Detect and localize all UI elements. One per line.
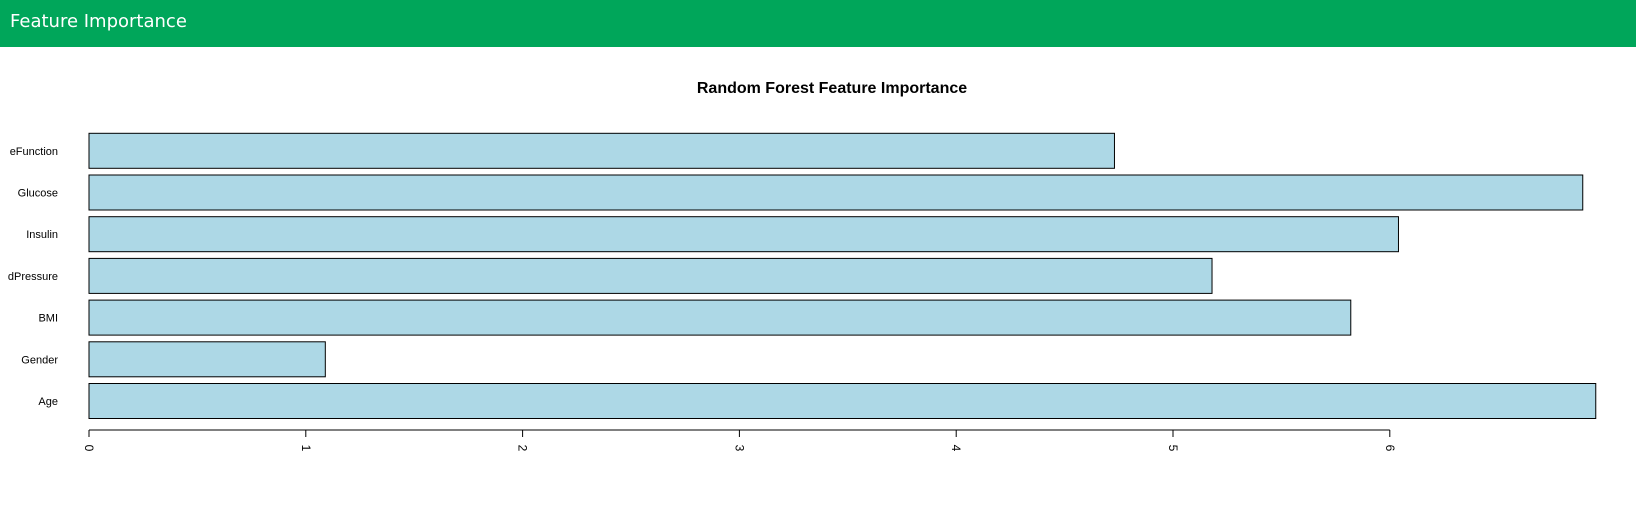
bar-bmi <box>88 299 1352 336</box>
x-tick-label: 0 <box>82 445 96 452</box>
y-tick-label: dPressure <box>8 271 58 283</box>
y-tick-label: Age <box>38 396 58 408</box>
header-bar: Feature Importance <box>0 0 1636 47</box>
x-tick-label: 6 <box>1383 445 1397 452</box>
x-tick-label: 2 <box>516 445 530 452</box>
bar-glucose <box>88 174 1584 211</box>
y-axis-labels: Age Gender BMI dPressure Insulin Glucose eFunc… <box>8 146 58 408</box>
bar-age <box>88 383 1597 419</box>
y-tick-label: Glucose <box>18 188 58 200</box>
page-title: Feature Importance <box>10 11 187 32</box>
x-axis: 0 1 2 3 4 5 6 <box>82 429 1397 452</box>
y-tick-label: Insulin <box>26 229 58 241</box>
bar-gender <box>88 341 326 378</box>
x-tick-label: 3 <box>732 445 746 452</box>
y-tick-label: Gender <box>21 354 58 366</box>
x-tick-label: 1 <box>299 445 313 452</box>
bar-bloodpressure <box>88 257 1213 294</box>
y-tick-label: BMI <box>38 313 58 325</box>
chart-title: Random Forest Feature Importance <box>697 80 967 97</box>
feature-importance-chart: Random Forest Feature Importance Age Gend… <box>8 80 1597 452</box>
y-tick-label: eFunction <box>10 146 58 158</box>
x-tick-label: 5 <box>1166 445 1180 452</box>
bars-group <box>88 132 1597 419</box>
bar-diabetespedigreefunction <box>88 132 1115 169</box>
bar-insulin <box>88 216 1399 253</box>
x-tick-label: 4 <box>949 445 963 452</box>
